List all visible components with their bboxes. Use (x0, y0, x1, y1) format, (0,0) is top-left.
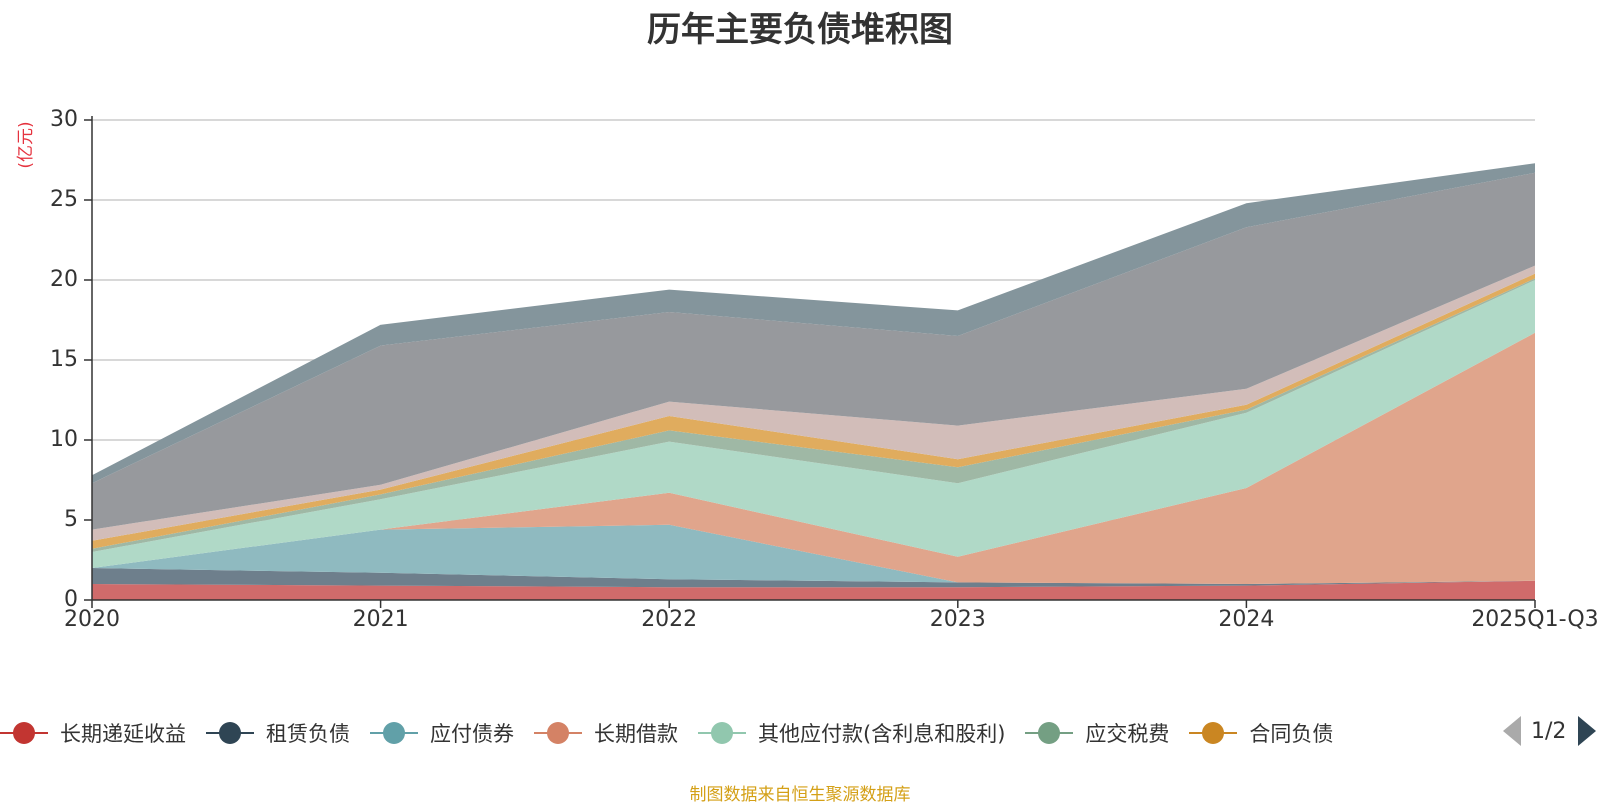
y-tick-label: 15 (50, 347, 78, 372)
x-tick-label: 2021 (353, 607, 409, 632)
area-series-0 (92, 580, 1535, 600)
legend: 长期递延收益 租赁负债 应付债券 长期借款 其他应付款(含利息和股利) 应交税费 合同负债 (0, 716, 1353, 750)
area-series-1 (92, 568, 1535, 588)
area-series-4 (92, 280, 1535, 568)
y-tick-label: 5 (64, 507, 78, 532)
legend-marker-icon (0, 721, 48, 745)
area-series-9 (92, 163, 1535, 484)
y-tick-label: 20 (50, 267, 78, 292)
area-series-7 (92, 265, 1535, 541)
legend-label: 租赁负债 (266, 722, 350, 746)
legend-item[interactable]: 长期借款 (534, 718, 678, 748)
legend-next-icon[interactable] (1578, 716, 1597, 746)
y-tick-label: 30 (50, 107, 78, 132)
area-series-2 (92, 524, 1535, 584)
area-series-3 (92, 332, 1535, 584)
legend-label: 其他应付款(含利息和股利) (758, 722, 1006, 746)
legend-label: 应付债券 (430, 722, 514, 746)
legend-marker-icon (698, 721, 746, 745)
legend-marker-icon (1189, 721, 1238, 745)
legend-prev-icon[interactable] (1503, 716, 1521, 746)
y-tick-label: 25 (50, 187, 78, 212)
legend-label: 应交税费 (1085, 722, 1170, 746)
source-note: 制图数据来自恒生聚源数据库 (689, 785, 911, 805)
y-tick-label: 10 (50, 427, 78, 452)
legend-label: 长期递延收益 (60, 722, 186, 746)
x-tick-label: 2024 (1218, 607, 1274, 632)
chart-title: 历年主要负债堆积图 (647, 10, 953, 50)
x-tick-label: 2025Q1-Q3 (1471, 607, 1598, 632)
legend-item[interactable]: 应付债券 (370, 718, 514, 748)
legend-item[interactable]: 其他应付款(含利息和股利) (698, 718, 1005, 748)
legend-label: 长期借款 (594, 722, 678, 746)
legend-item[interactable]: 长期递延收益 (0, 718, 186, 748)
y-tick-label: 0 (64, 587, 78, 612)
legend-marker-icon (370, 721, 418, 745)
legend-marker-icon (534, 721, 582, 745)
area-series-5 (92, 278, 1535, 552)
area-series-8 (92, 172, 1535, 530)
legend-item[interactable]: 租赁负债 (206, 718, 350, 748)
legend-pager: 1/2 (1503, 716, 1597, 746)
legend-page-indicator: 1/2 (1531, 718, 1567, 744)
x-tick-label: 2023 (930, 607, 986, 632)
legend-marker-icon (1025, 721, 1074, 745)
x-tick-label: 2020 (64, 607, 120, 632)
legend-marker-icon (206, 721, 254, 745)
legend-item[interactable]: 合同负债 (1189, 718, 1333, 748)
x-tick-label: 2022 (641, 607, 697, 632)
y-axis-label: (亿元) (16, 121, 36, 168)
legend-item[interactable]: 应交税费 (1025, 718, 1169, 748)
area-series-6 (92, 273, 1535, 549)
legend-label: 合同负债 (1249, 722, 1334, 746)
